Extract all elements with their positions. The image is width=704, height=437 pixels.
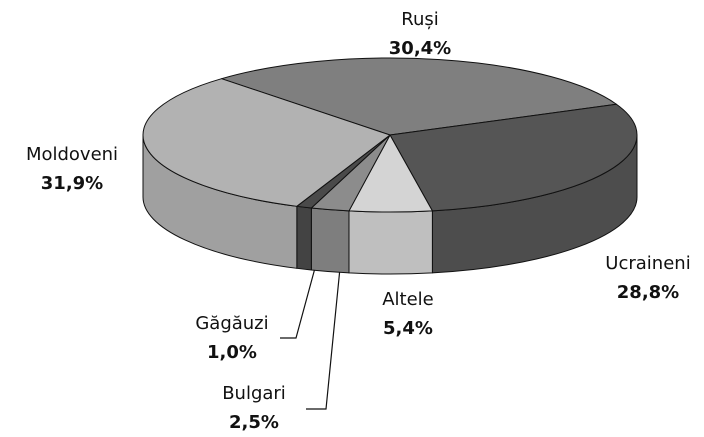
pie-slice <box>142 78 391 207</box>
pie-side <box>310 207 350 274</box>
slice-label: Altele <box>382 289 434 310</box>
slice-label: Moldoveni <box>26 144 118 165</box>
slice-value: 28,8% <box>617 282 679 303</box>
pie-slice <box>221 57 617 136</box>
slice-value: 1,0% <box>207 342 257 363</box>
slice-label: Ucraineni <box>605 253 690 274</box>
slice-value: 30,4% <box>389 38 451 59</box>
pie-slice <box>389 103 638 212</box>
top-faces <box>142 57 638 213</box>
slice-label: Ruși <box>401 9 439 30</box>
pie-side <box>296 205 312 271</box>
leader-line <box>306 267 341 410</box>
leader-line <box>280 267 316 339</box>
slice-value: 5,4% <box>383 318 433 339</box>
slice-value: 2,5% <box>229 412 279 433</box>
slice-value: 31,9% <box>41 173 103 194</box>
pie-side <box>348 210 433 275</box>
slice-label: Bulgari <box>222 383 286 404</box>
slice-label: Găgăuzi <box>195 313 268 334</box>
